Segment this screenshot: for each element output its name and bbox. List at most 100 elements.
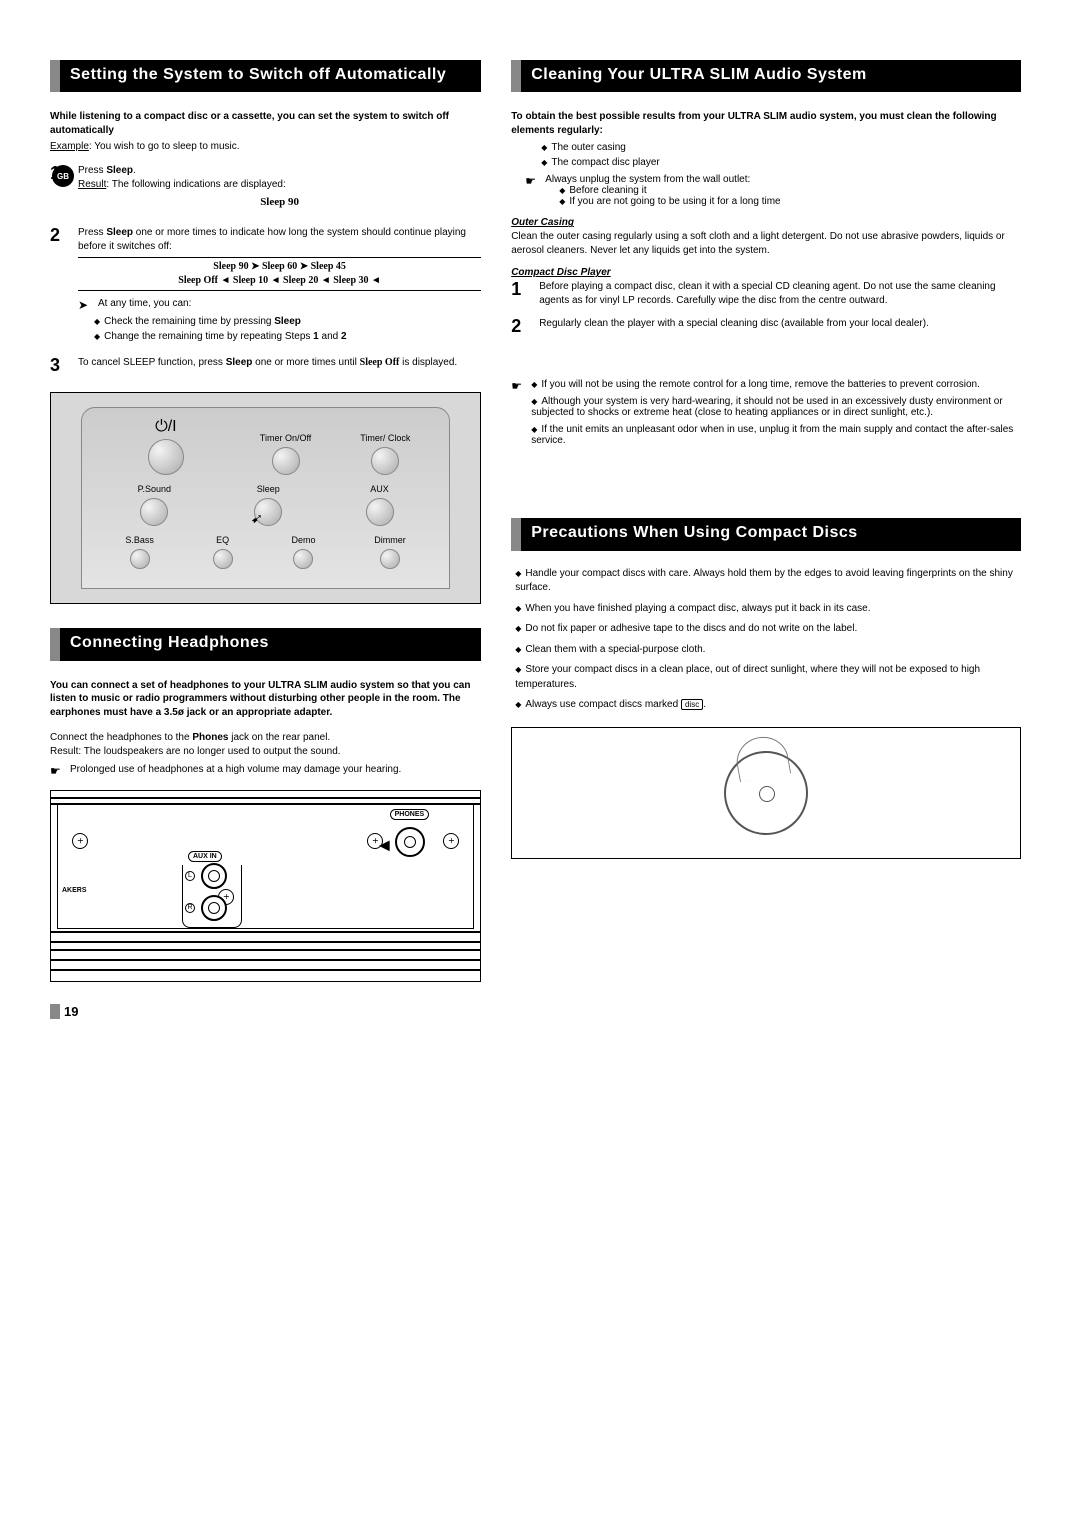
step3-sleepoff: Sleep Off xyxy=(360,357,400,368)
warn-3: If the unit emits an unpleasant odor whe… xyxy=(531,424,1021,446)
step2-sleep: Sleep xyxy=(106,227,133,238)
eq-label: EQ xyxy=(216,535,229,545)
step1-result-label: Result xyxy=(78,179,106,190)
headphones-intro: You can connect a set of headphones to y… xyxy=(50,679,481,720)
timer-onoff-label: Timer On/Off xyxy=(260,433,312,443)
timer-clock-button xyxy=(371,447,399,475)
step3-text-e: is displayed. xyxy=(399,357,457,368)
headphone-warning: ☛ Prolonged use of headphones at a high … xyxy=(50,764,481,778)
example-text: : You wish to go to sleep to music. xyxy=(89,141,240,152)
subhead-cd-player: Compact Disc Player xyxy=(511,267,1021,278)
step1-sleep: Sleep xyxy=(106,165,133,176)
clean-bullet-1: The outer casing xyxy=(541,141,1021,156)
phones-arrow-icon: ◄ xyxy=(375,835,393,856)
section-header-headphones: Connecting Headphones xyxy=(50,628,481,660)
headphones-connect: Connect the headphones to the Phones jac… xyxy=(50,731,481,758)
section-header-auto-off: Setting the System to Switch off Automat… xyxy=(50,60,481,92)
cd-step1-text: Before playing a compact disc, clean it … xyxy=(539,280,1021,307)
cleaning-intro: To obtain the best possible results from… xyxy=(511,110,1021,137)
step3-sleep: Sleep xyxy=(226,357,253,368)
check-bullet: Check the remaining time by pressing Sle… xyxy=(94,315,481,330)
hp-warn-text: Prolonged use of headphones at a high vo… xyxy=(70,764,401,778)
unplug-a: Before cleaning it xyxy=(559,185,780,196)
step-2: 2 Press Sleep one or more times to indic… xyxy=(50,226,481,346)
l-label: L xyxy=(185,871,195,881)
example-line: Example: You wish to go to sleep to musi… xyxy=(50,141,481,152)
step1-text-a: Press xyxy=(78,165,106,176)
disc-handling-illustration xyxy=(511,727,1021,859)
power-button xyxy=(148,439,184,475)
outer-casing-para: Clean the outer casing regularly using a… xyxy=(511,230,1021,257)
remote-illustration: ⏻/I Timer On/Off Timer/ Clock P.Sound Sl… xyxy=(50,392,481,604)
hand-icon: ☛ xyxy=(50,764,64,778)
eq-button xyxy=(213,549,233,569)
right-column: Cleaning Your ULTRA SLIM Audio System To… xyxy=(511,60,1021,1019)
step2-text-c: one or more times to indicate how long t… xyxy=(78,227,466,252)
step1-result-text: : The following indications are displaye… xyxy=(106,179,285,190)
precaution-5: Store your compact discs in a clean plac… xyxy=(515,663,1021,692)
warn-2: Although your system is very hard-wearin… xyxy=(531,396,1021,418)
phones-jack xyxy=(395,827,425,857)
anytime-text: At any time, you can: xyxy=(98,297,191,313)
step-num-2: 2 xyxy=(50,226,68,346)
left-column: Setting the System to Switch off Automat… xyxy=(50,60,481,1019)
aux-r-jack xyxy=(201,895,227,921)
aux-label: AUX xyxy=(370,484,389,494)
step3-text-c: one or more times until xyxy=(252,357,359,368)
unplug-b: If you are not going to be using it for … xyxy=(559,196,780,207)
cd-step-1: 1 Before playing a compact disc, clean i… xyxy=(511,280,1021,307)
power-icon: ⏻/I xyxy=(96,418,236,436)
step3-text-a: To cancel SLEEP function, press xyxy=(78,357,226,368)
anytime-note: ➤ At any time, you can: xyxy=(78,297,481,313)
unplug-text: Always unplug the system from the wall o… xyxy=(545,174,780,185)
screw-icon xyxy=(72,833,88,849)
precaution-3: Do not fix paper or adhesive tape to the… xyxy=(515,622,1021,637)
r-label: R xyxy=(185,903,195,913)
precaution-4: Clean them with a special-purpose cloth. xyxy=(515,643,1021,658)
change-bullet: Change the remaining time by repeating S… xyxy=(94,330,481,345)
cd-step-num-2: 2 xyxy=(511,317,529,335)
timer-clock-label: Timer/ Clock xyxy=(360,433,410,443)
dimmer-button xyxy=(380,549,400,569)
section-header-precautions: Precautions When Using Compact Discs xyxy=(511,518,1021,550)
sleep-label: Sleep xyxy=(257,484,280,494)
cd-step-num-1: 1 xyxy=(511,280,529,307)
dimmer-label: Dimmer xyxy=(374,535,406,545)
example-label: Example xyxy=(50,141,89,152)
precaution-2: When you have finished playing a compact… xyxy=(515,602,1021,617)
manual-page: Setting the System to Switch off Automat… xyxy=(50,60,1030,1019)
akers-label: AKERS xyxy=(62,887,87,894)
phones-label: PHONES xyxy=(390,809,430,820)
rear-panel-illustration: PHONES AUX IN L R AKERS ◄ xyxy=(50,790,481,982)
warn-1: If you will not be using the remote cont… xyxy=(531,379,1021,390)
sleep-90-display: Sleep 90 xyxy=(78,195,481,210)
page-number: 19 xyxy=(50,1004,78,1019)
cd-logo-icon: disc xyxy=(681,699,703,710)
unplug-note: ☛ Always unplug the system from the wall… xyxy=(525,174,1021,207)
precaution-6: Always use compact discs marked disc. xyxy=(515,698,1021,713)
hand-icon: ☛ xyxy=(525,174,539,207)
demo-button xyxy=(293,549,313,569)
disc-icon xyxy=(724,751,808,835)
section-header-cleaning: Cleaning Your ULTRA SLIM Audio System xyxy=(511,60,1021,92)
timer-onoff-button xyxy=(272,447,300,475)
language-badge: GB xyxy=(52,165,74,187)
psound-button xyxy=(140,498,168,526)
flow-bottom: Sleep Off ◄ Sleep 10 ◄ Sleep 20 ◄ Sleep … xyxy=(82,274,477,288)
demo-label: Demo xyxy=(291,535,315,545)
step-num-3: 3 xyxy=(50,356,68,374)
cd-step2-text: Regularly clean the player with a specia… xyxy=(539,317,1021,335)
aux-l-jack xyxy=(201,863,227,889)
step-1: 1 Press Sleep. Result: The following ind… xyxy=(50,164,481,216)
step-3: 3 To cancel SLEEP function, press Sleep … xyxy=(50,356,481,374)
psound-label: P.Sound xyxy=(138,484,171,494)
precaution-1: Handle your compact discs with care. Alw… xyxy=(515,567,1021,596)
auxin-label: AUX IN xyxy=(188,851,222,862)
sbass-label: S.Bass xyxy=(125,535,154,545)
auto-off-intro: While listening to a compact disc or a c… xyxy=(50,110,481,137)
step1-text-c: . xyxy=(133,165,136,176)
cd-step-2: 2 Regularly clean the player with a spec… xyxy=(511,317,1021,335)
step2-text-a: Press xyxy=(78,227,106,238)
sbass-button xyxy=(130,549,150,569)
screw-icon xyxy=(443,833,459,849)
